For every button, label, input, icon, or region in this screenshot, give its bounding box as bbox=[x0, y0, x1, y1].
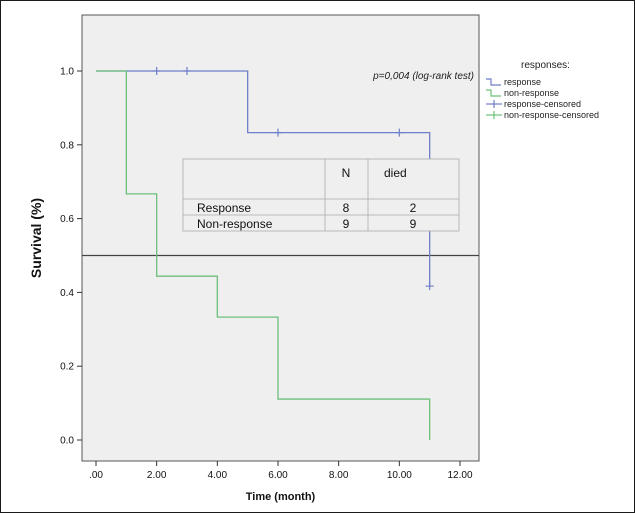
x-tick-label: 12.00 bbox=[447, 470, 472, 481]
y-tick-label: 0.2 bbox=[60, 362, 74, 373]
legend-entry: non-response-censored bbox=[504, 110, 599, 120]
table-header-n: N bbox=[342, 166, 351, 180]
x-axis-label: Time (month) bbox=[246, 491, 316, 503]
x-tick-label: 2.00 bbox=[147, 470, 167, 481]
table-cell-group: Non-response bbox=[197, 217, 273, 231]
legend-entry: non-response bbox=[504, 88, 559, 98]
p-value-annotation: p=0,004 (log-rank test) bbox=[372, 71, 474, 82]
y-tick-label: 0.8 bbox=[60, 140, 74, 151]
x-tick-label: 10.00 bbox=[387, 470, 412, 481]
y-tick-label: 0.0 bbox=[60, 436, 74, 447]
y-axis-label: Survival (%) bbox=[28, 198, 44, 278]
x-tick-label: 4.00 bbox=[208, 470, 228, 481]
legend-swatch bbox=[486, 89, 501, 97]
table-cell-died: 9 bbox=[410, 217, 417, 231]
y-tick-label: 0.6 bbox=[60, 214, 74, 225]
table-cell-died: 2 bbox=[410, 201, 417, 215]
y-tick-label: 1.0 bbox=[60, 67, 74, 78]
survival-curve-non-response bbox=[96, 70, 431, 440]
table-cell-n: 9 bbox=[343, 217, 350, 231]
legend-entry: response-censored bbox=[504, 99, 581, 109]
x-tick-label: 8.00 bbox=[329, 470, 349, 481]
legend-title: responses: bbox=[521, 60, 570, 71]
table-cell-group: Response bbox=[197, 201, 251, 215]
legend-entry: response bbox=[504, 77, 541, 87]
x-tick-label: .00 bbox=[89, 470, 103, 481]
plot-area bbox=[81, 14, 480, 462]
summary-table bbox=[182, 158, 460, 232]
y-tick-label: 0.4 bbox=[60, 288, 74, 299]
legend-swatch bbox=[486, 78, 501, 86]
table-header-died: died bbox=[384, 166, 407, 180]
table-cell-n: 8 bbox=[343, 201, 350, 215]
x-tick-label: 6.00 bbox=[268, 470, 288, 481]
